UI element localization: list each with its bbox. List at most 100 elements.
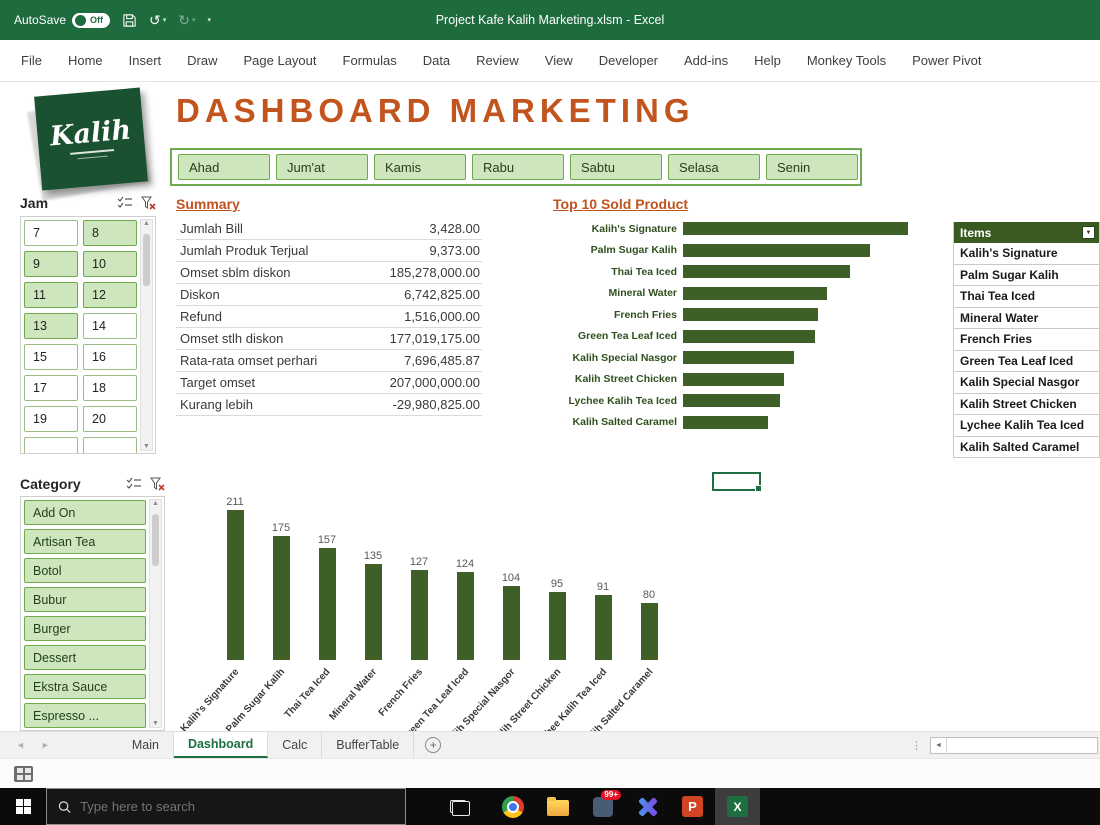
day-slicer-item-selasa[interactable]: Selasa — [668, 154, 760, 180]
ribbon-tab-insert[interactable]: Insert — [128, 53, 162, 68]
items-table-row[interactable]: Lychee Kalih Tea Iced — [954, 415, 1099, 437]
category-scrollbar[interactable]: ▲ ▼ — [149, 499, 162, 728]
search-input[interactable] — [80, 799, 394, 814]
ribbon-tab-formulas[interactable]: Formulas — [342, 53, 397, 68]
autosave-toggle[interactable]: Off — [72, 12, 111, 28]
items-table-row[interactable]: Kalih Special Nasgor — [954, 372, 1099, 394]
save-button[interactable] — [122, 13, 137, 28]
category-slicer-item-dessert[interactable]: Dessert — [24, 645, 146, 670]
summary-row[interactable]: Omset stlh diskon 177,019,175.00 — [176, 328, 482, 350]
category-slicer-item-botol[interactable]: Botol — [24, 558, 146, 583]
scroll-up-icon[interactable]: ▲ — [143, 220, 150, 227]
category-slicer-item-ekstra-sauce[interactable]: Ekstra Sauce — [24, 674, 146, 699]
sheet-nav-right-icon[interactable]: ► — [40, 740, 50, 750]
jam-slicer-item-12[interactable]: 12 — [83, 282, 137, 308]
autosave-control[interactable]: AutoSave Off — [14, 12, 111, 28]
customize-quick-access-button[interactable]: ▾ — [208, 16, 212, 24]
scroll-thumb[interactable] — [143, 234, 150, 286]
jam-slicer-item-partial[interactable] — [83, 437, 137, 453]
items-table-row[interactable]: Green Tea Leaf Iced — [954, 350, 1099, 372]
day-slicer-item-rabu[interactable]: Rabu — [472, 154, 564, 180]
worksheet-area[interactable]: Kalih DASHBOARD MARKETING Ahad Jum'at Kami… — [0, 82, 1100, 731]
jam-scrollbar[interactable]: ▲ ▼ — [140, 219, 153, 451]
day-slicer-item-senin[interactable]: Senin — [766, 154, 858, 180]
day-slicer-item-sabtu[interactable]: Sabtu — [570, 154, 662, 180]
jam-slicer-item-18[interactable]: 18 — [83, 375, 137, 401]
summary-row[interactable]: Refund 1,516,000.00 — [176, 306, 482, 328]
sheet-tab-calc[interactable]: Calc — [268, 732, 323, 758]
new-sheet-button[interactable]: + — [414, 732, 452, 758]
jam-slicer-item-17[interactable]: 17 — [24, 375, 78, 401]
scroll-left-icon[interactable]: ◄ — [931, 737, 947, 753]
scroll-up-icon[interactable]: ▲ — [152, 500, 159, 507]
category-slicer-item-espresso[interactable]: Espresso ... — [24, 703, 146, 728]
category-slicer-item-burger[interactable]: Burger — [24, 616, 146, 641]
jam-slicer-item-9[interactable]: 9 — [24, 251, 78, 277]
jam-slicer-item-19[interactable]: 19 — [24, 406, 78, 432]
summary-row[interactable]: Diskon 6,742,825.00 — [176, 284, 482, 306]
scroll-thumb[interactable] — [152, 514, 159, 566]
summary-row[interactable]: Jumlah Bill 3,428.00 — [176, 218, 482, 240]
day-slicer-item-ahad[interactable]: Ahad — [178, 154, 270, 180]
sheet-tab-main[interactable]: Main — [117, 732, 174, 758]
items-table-row[interactable]: Kalih Street Chicken — [954, 393, 1099, 415]
ribbon-tab-add-ins[interactable]: Add-ins — [684, 53, 729, 68]
scroll-down-icon[interactable]: ▼ — [152, 720, 159, 727]
ribbon-tab-help[interactable]: Help — [754, 53, 781, 68]
jam-slicer-item-20[interactable]: 20 — [83, 406, 137, 432]
category-slicer-item-bubur[interactable]: Bubur — [24, 587, 146, 612]
ribbon-tab-draw[interactable]: Draw — [187, 53, 218, 68]
jam-slicer-item-16[interactable]: 16 — [83, 344, 137, 370]
day-slicer-item-kamis[interactable]: Kamis — [374, 154, 466, 180]
sheet-tab-dashboard[interactable]: Dashboard — [173, 732, 269, 758]
column-chart[interactable]: 211 Kalih's Signature 175 Palm Sugar Kalih 1… — [178, 488, 678, 731]
items-table-row[interactable]: Mineral Water — [954, 307, 1099, 329]
task-view-button[interactable] — [430, 788, 486, 825]
ribbon-tab-home[interactable]: Home — [67, 53, 103, 68]
excel-button[interactable] — [715, 788, 760, 825]
ribbon-tab-file[interactable]: File — [21, 53, 42, 68]
ribbon-tab-monkey-tools[interactable]: Monkey Tools — [806, 53, 887, 68]
jam-slicer-item-14[interactable]: 14 — [83, 313, 137, 339]
jam-slicer-item-15[interactable]: 15 — [24, 344, 78, 370]
category-slicer-item-add-on[interactable]: Add On — [24, 500, 146, 525]
day-slicer-item-jum-at[interactable]: Jum'at — [276, 154, 368, 180]
clear-filter-icon[interactable] — [150, 477, 165, 491]
jam-slicer-item-8[interactable]: 8 — [83, 220, 137, 246]
tab-resize-handle[interactable]: ⋮ — [911, 739, 922, 752]
start-button[interactable] — [0, 788, 46, 825]
summary-row[interactable]: Jumlah Produk Terjual 9,373.00 — [176, 240, 482, 262]
browser-app-button[interactable] — [490, 788, 535, 825]
items-table-row[interactable]: Kalih Salted Caramel — [954, 436, 1099, 458]
multiselect-icon[interactable] — [117, 196, 133, 210]
scroll-down-icon[interactable]: ▼ — [143, 443, 150, 450]
selected-cell[interactable] — [712, 472, 762, 492]
top10-chart[interactable]: Top 10 Sold Product Kalih's Signature Pal… — [553, 196, 925, 433]
jam-slicer-item-partial[interactable] — [24, 437, 78, 453]
ribbon-tab-view[interactable]: View — [544, 53, 573, 68]
ribbon-tab-power-pivot[interactable]: Power Pivot — [912, 53, 982, 68]
x-app-button[interactable] — [625, 788, 670, 825]
items-table-row[interactable]: Palm Sugar Kalih — [954, 264, 1099, 286]
filter-sort-icon[interactable]: ▼ — [1082, 226, 1095, 239]
summary-row[interactable]: Target omset 207,000,000.00 — [176, 372, 482, 394]
horizontal-scrollbar[interactable]: ◄ — [930, 736, 1098, 754]
ribbon-tab-developer[interactable]: Developer — [598, 53, 659, 68]
jam-slicer-item-7[interactable]: 7 — [24, 220, 78, 246]
powerpoint-button[interactable] — [670, 788, 715, 825]
undo-button[interactable]: ↺ ▾ — [149, 12, 166, 29]
jam-slicer-item-13[interactable]: 13 — [24, 313, 78, 339]
sheet-tab-buffertable[interactable]: BufferTable — [322, 732, 415, 758]
sheet-nav-left-icon[interactable]: ◄ — [16, 740, 25, 750]
ribbon-tab-page-layout[interactable]: Page Layout — [243, 53, 317, 68]
ribbon-tab-data[interactable]: Data — [422, 53, 451, 68]
items-table-header[interactable]: Items ▼ — [954, 222, 1099, 243]
status-bar-icon[interactable] — [14, 765, 33, 782]
clear-filter-icon[interactable] — [141, 196, 156, 210]
ribbon-tab-review[interactable]: Review — [476, 53, 519, 68]
taskbar-search[interactable] — [46, 788, 406, 825]
redo-button[interactable]: ↻ ▾ — [178, 12, 195, 29]
summary-row[interactable]: Kurang lebih -29,980,825.00 — [176, 394, 482, 416]
summary-row[interactable]: Omset sblm diskon 185,278,000.00 — [176, 262, 482, 284]
file-explorer-button[interactable] — [535, 788, 580, 825]
